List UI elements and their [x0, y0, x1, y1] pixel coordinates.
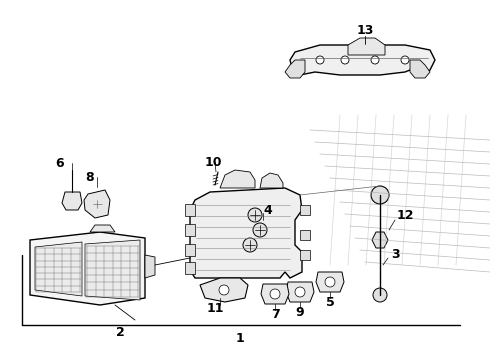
- Polygon shape: [300, 205, 310, 215]
- Text: 12: 12: [396, 208, 414, 221]
- Polygon shape: [90, 225, 115, 232]
- Polygon shape: [84, 190, 110, 218]
- Circle shape: [373, 288, 387, 302]
- Circle shape: [295, 287, 305, 297]
- Text: 3: 3: [391, 248, 399, 261]
- Circle shape: [253, 223, 267, 237]
- Polygon shape: [190, 188, 302, 278]
- Circle shape: [325, 277, 335, 287]
- Text: 6: 6: [56, 157, 64, 170]
- Polygon shape: [185, 204, 195, 216]
- Circle shape: [371, 56, 379, 64]
- Polygon shape: [316, 272, 344, 292]
- Polygon shape: [260, 173, 283, 188]
- Polygon shape: [30, 232, 145, 305]
- Polygon shape: [410, 60, 430, 78]
- Text: 2: 2: [116, 327, 124, 339]
- Text: 5: 5: [326, 296, 334, 309]
- Text: 1: 1: [236, 332, 245, 345]
- Polygon shape: [200, 278, 248, 302]
- Polygon shape: [300, 250, 310, 260]
- Circle shape: [371, 186, 389, 204]
- Circle shape: [341, 56, 349, 64]
- Polygon shape: [372, 232, 388, 248]
- Text: 8: 8: [86, 171, 94, 184]
- Circle shape: [243, 238, 257, 252]
- Polygon shape: [348, 38, 385, 55]
- Circle shape: [248, 208, 262, 222]
- Text: 10: 10: [204, 156, 222, 168]
- Polygon shape: [185, 244, 195, 256]
- Text: 4: 4: [264, 203, 272, 216]
- Circle shape: [270, 289, 280, 299]
- Polygon shape: [62, 192, 82, 210]
- Polygon shape: [185, 262, 195, 274]
- Polygon shape: [35, 242, 82, 296]
- Polygon shape: [145, 255, 155, 278]
- Polygon shape: [185, 224, 195, 236]
- Polygon shape: [261, 284, 289, 304]
- Text: 11: 11: [206, 302, 224, 315]
- Circle shape: [316, 56, 324, 64]
- Polygon shape: [300, 230, 310, 240]
- Polygon shape: [220, 170, 255, 188]
- Polygon shape: [290, 45, 435, 75]
- Text: 9: 9: [295, 306, 304, 319]
- Polygon shape: [285, 60, 305, 78]
- Circle shape: [401, 56, 409, 64]
- Polygon shape: [85, 240, 140, 300]
- Text: 7: 7: [270, 307, 279, 320]
- Polygon shape: [286, 282, 314, 302]
- Text: 13: 13: [356, 23, 374, 36]
- Circle shape: [219, 285, 229, 295]
